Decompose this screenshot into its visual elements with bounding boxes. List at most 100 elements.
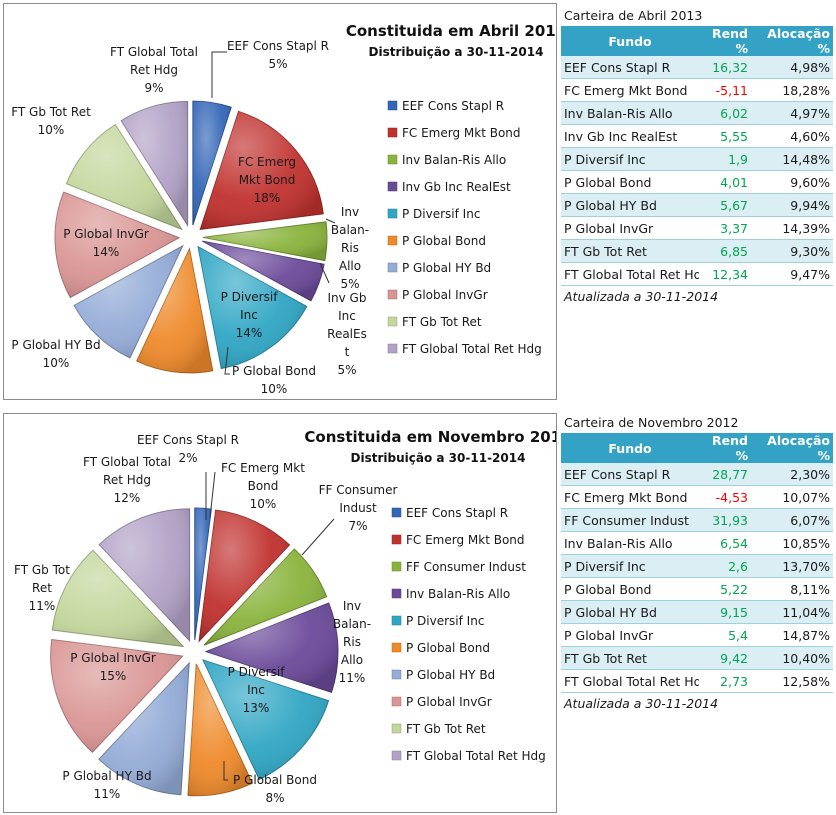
legend-item-inv-balan-ris-allo: Inv Balan-Ris Allo bbox=[387, 153, 506, 167]
legend-item-fc-emerg-mkt-bond: FC Emerg Mkt Bond bbox=[387, 126, 521, 140]
pie-slice-ft-global-total-ret-hdg bbox=[120, 100, 189, 228]
fund-name-cell: Inv Balan-Ris Allo bbox=[561, 531, 699, 555]
rend-cell: -4,53 bbox=[699, 485, 751, 509]
legend-item-ft-gb-tot-ret: FT Gb Tot Ret bbox=[387, 315, 482, 329]
fund-name-cell: FC Emerg Mkt Bond bbox=[561, 485, 699, 509]
fund-name-cell: EEF Cons Stapl R bbox=[561, 56, 699, 79]
fund-name-cell: EEF Cons Stapl R bbox=[561, 463, 699, 486]
table-row: Inv Gb Inc RealEst 5,55 4,60% bbox=[561, 124, 833, 148]
data-label-p-global-invgr: P Global InvGr 14% bbox=[63, 227, 149, 259]
legend-label: FC Emerg Mkt Bond bbox=[402, 126, 521, 140]
data-label-ft-gb-tot-ret: FT Gb Tot Ret 10% bbox=[11, 105, 91, 137]
pie-slice-p-global-bond bbox=[187, 663, 254, 797]
legend-label: EEF Cons Stapl R bbox=[402, 99, 504, 113]
legend-swatch bbox=[391, 534, 402, 545]
alocacao-cell: 4,97% bbox=[751, 101, 833, 125]
legend-swatch bbox=[391, 696, 402, 707]
table-row: EEF Cons Stapl R 16,32 4,98% bbox=[561, 56, 833, 79]
table-row: Inv Balan-Ris Allo 6,02 4,97% bbox=[561, 101, 833, 125]
header-alocacao: Alocação % bbox=[751, 26, 833, 56]
leader-line bbox=[209, 471, 216, 519]
legend-swatch bbox=[391, 588, 402, 599]
header-rend: Rend % bbox=[699, 433, 751, 463]
rend-cell: 1,9 bbox=[699, 147, 751, 171]
pie-slice-ft-gb-tot-ret bbox=[51, 549, 185, 648]
fund-name-cell: FT Gb Tot Ret bbox=[561, 239, 699, 263]
legend-item-p-global-invgr: P Global InvGr bbox=[391, 695, 492, 709]
legend-swatch bbox=[391, 669, 402, 680]
leader-line bbox=[211, 51, 227, 98]
rend-cell: 6,85 bbox=[699, 239, 751, 263]
data-label-eef-cons-stapl-r: EEF Cons Stapl R 5% bbox=[227, 39, 329, 71]
rend-cell: 5,4 bbox=[699, 623, 751, 647]
alocacao-cell: 9,47% bbox=[751, 262, 833, 286]
legend-item-p-diversif-inc: P Diversif Inc bbox=[391, 614, 484, 628]
legend-swatch bbox=[387, 316, 398, 327]
legend-label: FC Emerg Mkt Bond bbox=[406, 533, 525, 547]
header-fundo: Fundo bbox=[561, 433, 699, 463]
data-label-p-global-bond: P Global Bond 8% bbox=[233, 773, 317, 805]
data-label-inv-gb-inc-realest: Inv Gb Inc RealEs t 5% bbox=[327, 291, 367, 377]
data-label-p-global-invgr: P Global InvGr 15% bbox=[70, 651, 156, 683]
portfolio-table: Fundo Rend % Alocação % EEF Cons Stapl R… bbox=[561, 433, 833, 693]
fund-name-cell: P Global Bond bbox=[561, 170, 699, 194]
data-label-inv-balan-ris-allo: Inv Balan-Ris Allo 11% bbox=[333, 599, 371, 685]
legend-item-p-global-invgr: P Global InvGr bbox=[387, 288, 488, 302]
pie-chart-abril-2013: Constituida em Abril 2013 Distribuição a … bbox=[3, 3, 557, 400]
pie-slice-p-diversif-inc bbox=[197, 245, 308, 370]
rend-cell: 31,93 bbox=[699, 508, 751, 532]
table-row: FT Gb Tot Ret 6,85 9,30% bbox=[561, 239, 833, 263]
legend-label: FT Global Total Ret Hdg bbox=[406, 749, 546, 763]
rend-cell: 28,77 bbox=[699, 463, 751, 486]
legend-item-ft-global-total-ret-hdg: FT Global Total Ret Hdg bbox=[391, 749, 546, 763]
table-row: P Global InvGr 3,37 14,39% bbox=[561, 216, 833, 240]
table-row: FT Global Total Ret Hdg 12,34 9,47% bbox=[561, 262, 833, 286]
legend-item-ft-global-total-ret-hdg: FT Global Total Ret Hdg bbox=[387, 342, 542, 356]
fund-name-cell: FC Emerg Mkt Bond bbox=[561, 78, 699, 102]
data-label-fc-emerg-mkt-bond: FC Emerg Mkt Bond 10% bbox=[221, 461, 305, 511]
pie-slice-p-global-invgr bbox=[50, 638, 184, 753]
chart-title: Constituida em Abril 2013 bbox=[346, 22, 556, 40]
legend-label: Inv Balan-Ris Allo bbox=[402, 153, 506, 167]
legend-label: FT Gb Tot Ret bbox=[402, 315, 482, 329]
pie-slice-eef-cons-stapl-r bbox=[192, 100, 232, 226]
legend-label: P Global Bond bbox=[402, 234, 486, 248]
fund-name-cell: P Global HY Bd bbox=[561, 193, 699, 217]
legend-item-p-global-bond: P Global Bond bbox=[391, 641, 490, 655]
rend-cell: 12,34 bbox=[699, 262, 751, 286]
alocacao-cell: 2,30% bbox=[751, 463, 833, 486]
header-rend: Rend % bbox=[699, 26, 751, 56]
table-row: P Global Bond 5,22 8,11% bbox=[561, 577, 833, 601]
alocacao-cell: 13,70% bbox=[751, 554, 833, 578]
data-label-ft-global-total-ret-hdg: FT Global Total Ret Hdg 9% bbox=[110, 45, 198, 95]
fund-name-cell: P Global HY Bd bbox=[561, 600, 699, 624]
rend-cell: 9,42 bbox=[699, 646, 751, 670]
pie-slice-p-global-invgr bbox=[54, 191, 181, 299]
alocacao-cell: 6,07% bbox=[751, 508, 833, 532]
data-label-p-global-bond: P Global Bond 10% bbox=[232, 364, 316, 396]
fund-name-cell: FF Consumer Indust bbox=[561, 508, 699, 532]
legend-item-fc-emerg-mkt-bond: FC Emerg Mkt Bond bbox=[391, 533, 525, 547]
table-row: P Global HY Bd 9,15 11,04% bbox=[561, 600, 833, 624]
data-label-ff-consumer-indust: FF Consumer Indust 7% bbox=[319, 483, 398, 533]
legend-swatch bbox=[387, 289, 398, 300]
legend-item-p-global-hy-bd: P Global HY Bd bbox=[387, 261, 491, 275]
data-label-fc-emerg-mkt-bond: FC Emerg Mkt Bond 18% bbox=[238, 155, 296, 205]
alocacao-cell: 8,11% bbox=[751, 577, 833, 601]
rend-cell: 5,22 bbox=[699, 577, 751, 601]
legend-swatch bbox=[391, 750, 402, 761]
rend-cell: 6,02 bbox=[699, 101, 751, 125]
alocacao-cell: 4,98% bbox=[751, 56, 833, 79]
alocacao-cell: 10,40% bbox=[751, 646, 833, 670]
chart-title: Constituida em Novembro 2012 bbox=[304, 428, 556, 446]
table-caption: Carteira de Abril 2013 bbox=[564, 8, 703, 23]
header-alocacao: Alocação % bbox=[751, 433, 833, 463]
pie-chart-abril-2013-svg: Constituida em Abril 2013 Distribuição a … bbox=[11, 22, 556, 396]
chart-subtitle: Distribuição a 30-11-2014 bbox=[351, 451, 526, 465]
alocacao-cell: 12,58% bbox=[751, 669, 833, 693]
update-note: Atualizada a 30-11-2014 bbox=[564, 696, 719, 711]
legend-item-inv-balan-ris-allo: Inv Balan-Ris Allo bbox=[391, 587, 510, 601]
table-caption: Carteira de Novembro 2012 bbox=[564, 415, 739, 430]
chart-subtitle: Distribuição a 30-11-2014 bbox=[369, 45, 544, 59]
legend-item-p-diversif-inc: P Diversif Inc bbox=[387, 207, 480, 221]
